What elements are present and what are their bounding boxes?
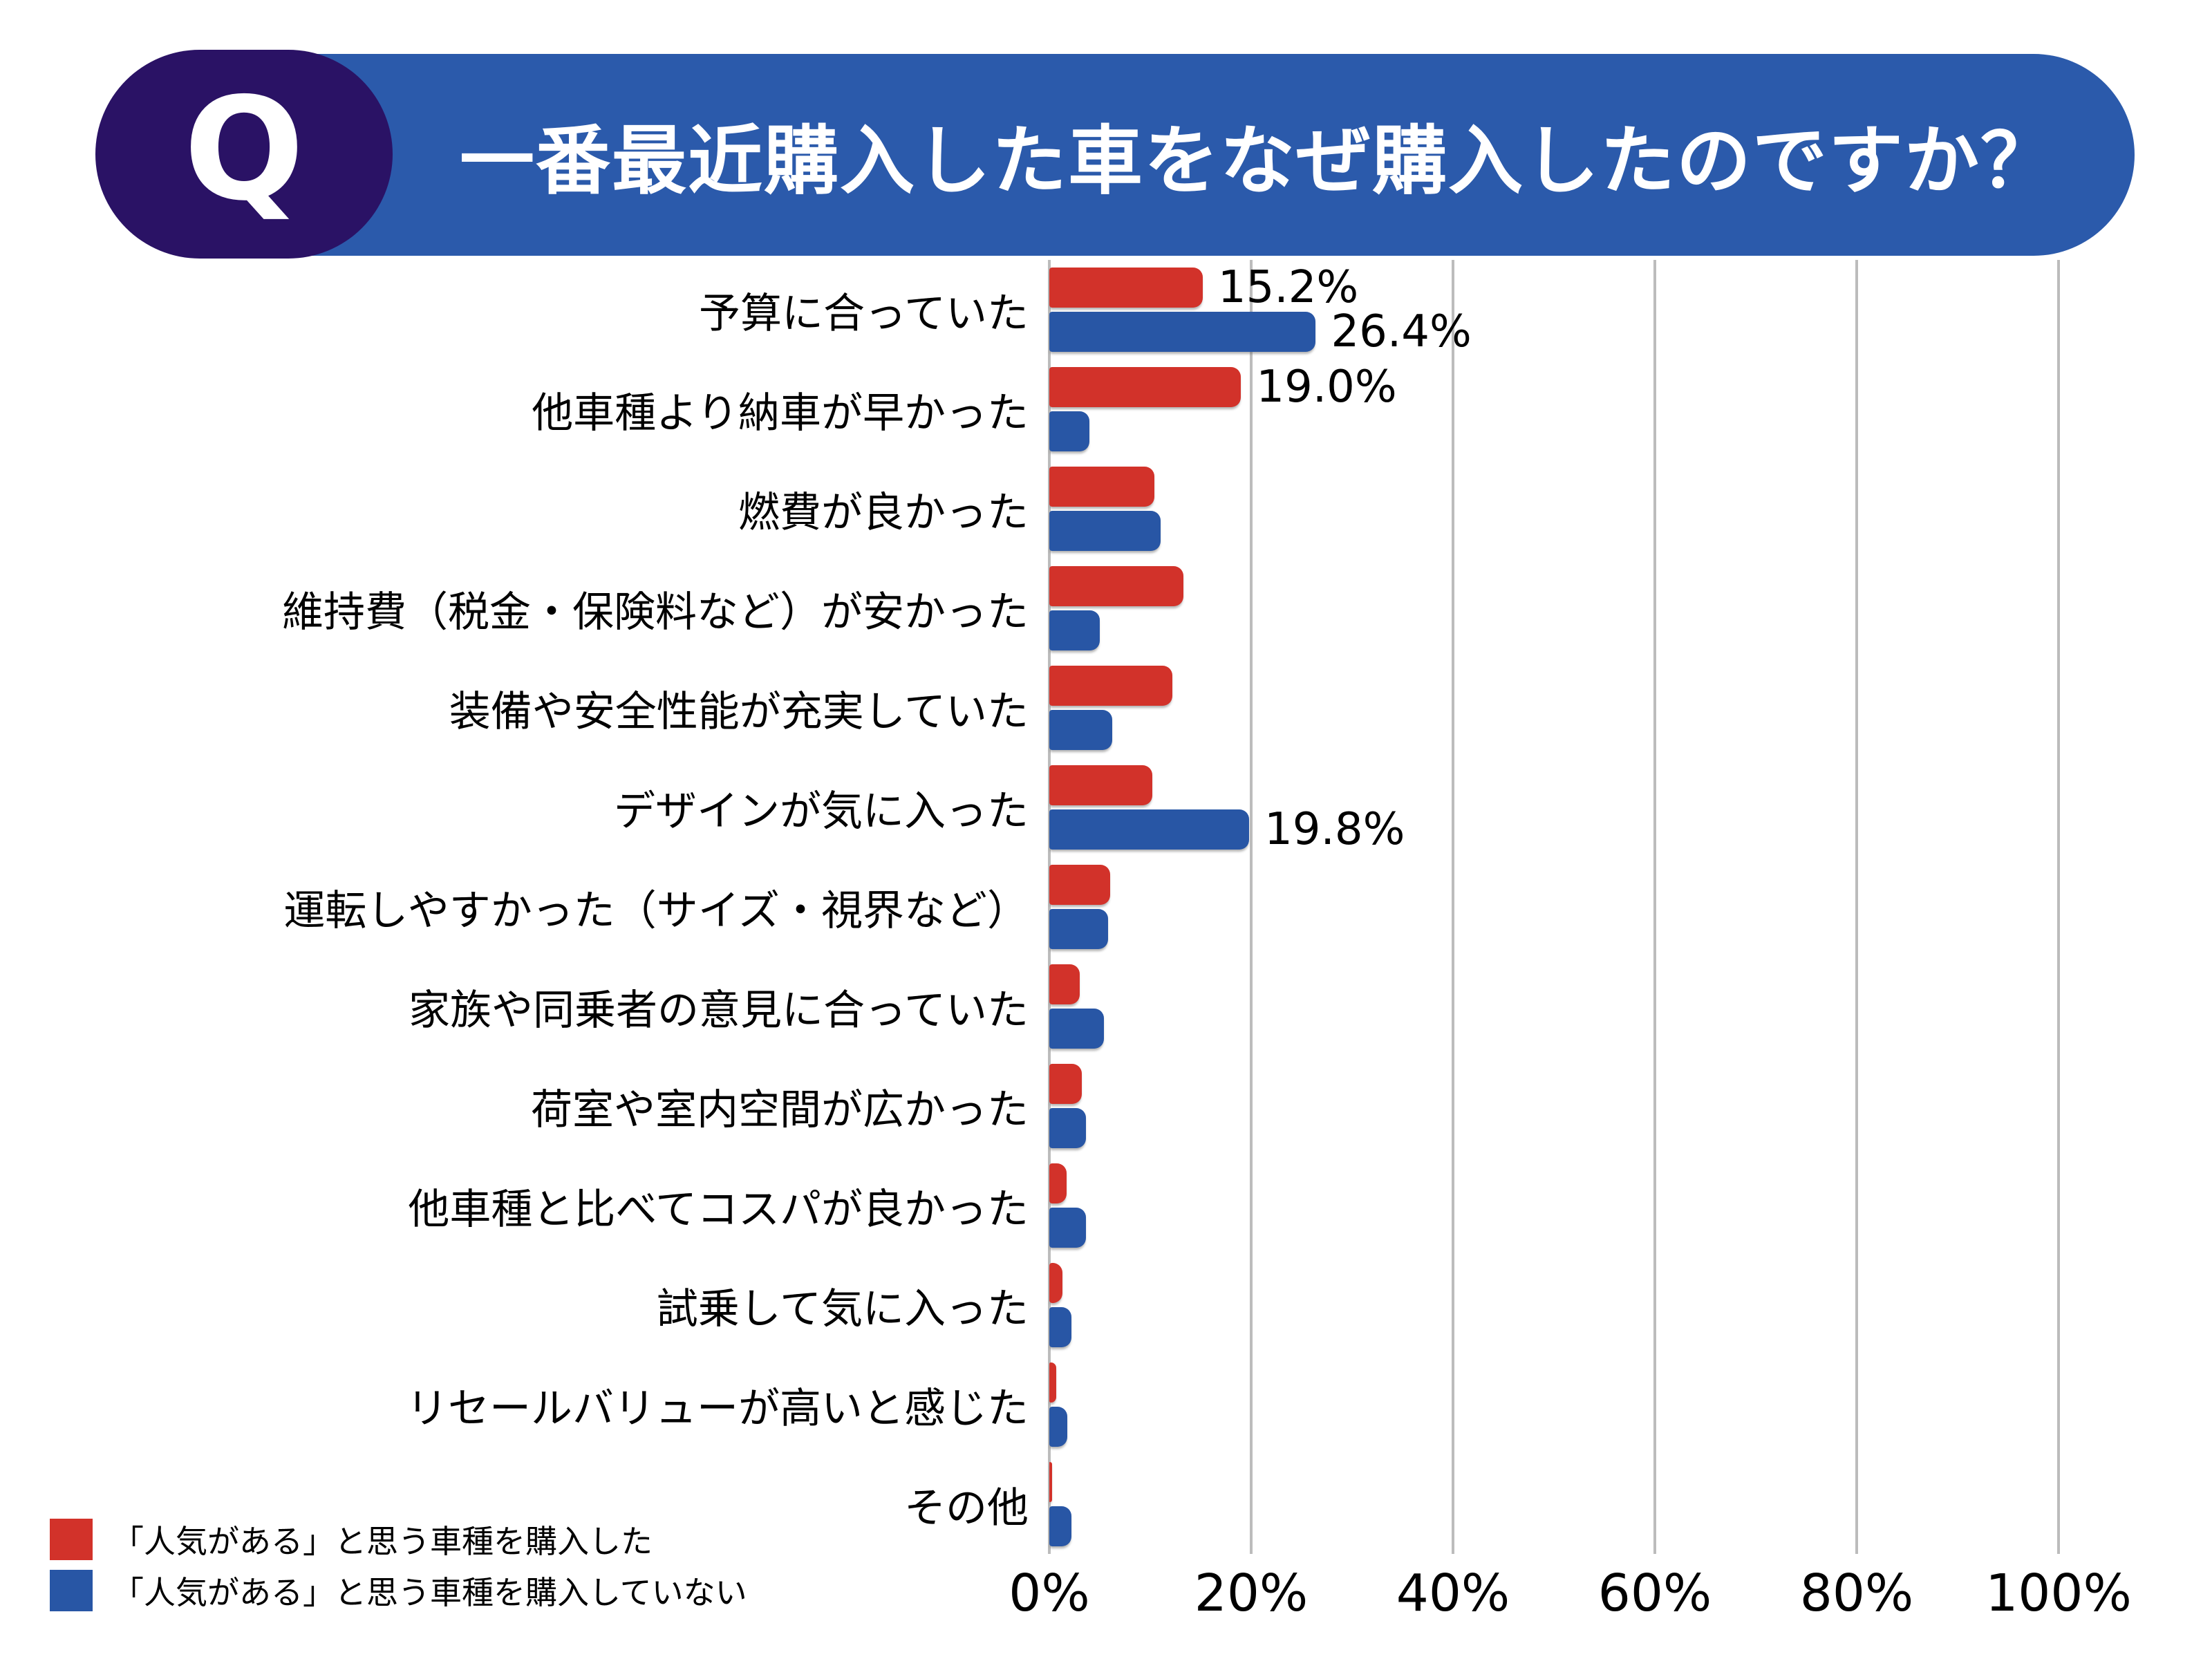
bar-not-purchased <box>1049 1108 1086 1148</box>
category-label: 他車種より納車が早かった <box>532 388 1029 438</box>
gridline-60% <box>1653 260 1656 1554</box>
gridline-100% <box>2057 260 2060 1554</box>
bar-purchased <box>1049 1462 1052 1502</box>
bar-purchased <box>1049 1263 1062 1303</box>
category-label: 装備や安全性能が充実していた <box>449 687 1029 736</box>
legend-label-not-purchased: 「人気がある」と思う車種を購入していない <box>112 1574 747 1611</box>
category-label: リセールバリューが高いと感じた <box>406 1384 1029 1433</box>
bar-purchased <box>1049 367 1241 407</box>
category-label: 維持費（税金・保険料など）が安かった <box>282 588 1029 637</box>
gridline-20% <box>1250 260 1253 1554</box>
bar-purchased <box>1049 1064 1082 1104</box>
q-letter: Q <box>183 67 305 232</box>
question-header <box>131 54 2135 256</box>
bar-not-purchased <box>1049 1407 1068 1447</box>
bar-not-purchased <box>1049 610 1100 650</box>
category-label: 家族や同乗者の意見に合っていた <box>409 986 1029 1035</box>
gridline-40% <box>1452 260 1454 1554</box>
bar-purchased <box>1049 268 1203 308</box>
x-axis-tick-label: 20% <box>1194 1564 1309 1623</box>
bar-purchased <box>1049 467 1154 507</box>
bar-purchased <box>1049 865 1110 905</box>
bar-purchased <box>1049 765 1152 805</box>
bar-not-purchased <box>1049 411 1090 451</box>
bar-not-purchased <box>1049 312 1316 352</box>
bar-purchased <box>1049 1362 1057 1403</box>
category-label: 運転しやすかった（サイズ・視界など） <box>283 886 1029 935</box>
bar-not-purchased <box>1049 710 1112 750</box>
legend-label-purchased: 「人気がある」と思う車種を購入した <box>112 1523 653 1560</box>
category-label: デザインが気に入った <box>614 787 1029 836</box>
x-axis-tick-label: 80% <box>1799 1564 1914 1623</box>
legend-swatch-purchased <box>50 1519 93 1560</box>
gridline-0% <box>1048 260 1051 1554</box>
bar-not-purchased <box>1049 909 1108 949</box>
bar-purchased <box>1049 566 1184 606</box>
bar-not-purchased <box>1049 1009 1104 1049</box>
category-label: 予算に合っていた <box>699 289 1029 338</box>
data-label: 15.2% <box>1217 262 1359 313</box>
x-axis-tick-label: 0% <box>1009 1564 1090 1623</box>
bar-purchased <box>1049 964 1080 1004</box>
x-axis-tick-label: 60% <box>1597 1564 1712 1623</box>
bar-not-purchased <box>1049 1307 1072 1347</box>
bar-not-purchased <box>1049 1208 1086 1248</box>
bar-not-purchased <box>1049 1506 1072 1546</box>
bar-purchased <box>1049 666 1173 706</box>
bar-not-purchased <box>1049 511 1161 551</box>
legend-item-not-purchased: 「人気がある」と思う車種を購入していない <box>50 1568 747 1613</box>
bar-purchased <box>1049 1163 1067 1203</box>
data-label: 26.4% <box>1331 306 1472 357</box>
question-title: 一番最近購入した車をなぜ購入したのですか？ <box>459 118 2056 205</box>
category-label: 荷室や室内空間が広かった <box>531 1085 1029 1134</box>
category-label: その他 <box>904 1483 1029 1533</box>
data-label: 19.0% <box>1256 362 1397 413</box>
category-label: 試乗して気に入った <box>656 1284 1029 1333</box>
data-label: 19.8% <box>1264 804 1405 855</box>
gridline-80% <box>1855 260 1858 1554</box>
q-badge: Q <box>95 50 393 259</box>
category-label: 燃費が良かった <box>738 488 1029 537</box>
bar-not-purchased <box>1049 809 1250 850</box>
x-axis-tick-label: 100% <box>1985 1564 2132 1623</box>
x-axis-tick-label: 40% <box>1396 1564 1510 1623</box>
legend-item-purchased: 「人気がある」と思う車種を購入した <box>50 1517 653 1562</box>
category-label: 他車種と比べてコスパが良かった <box>408 1185 1029 1234</box>
legend-swatch-not-purchased <box>50 1570 93 1611</box>
